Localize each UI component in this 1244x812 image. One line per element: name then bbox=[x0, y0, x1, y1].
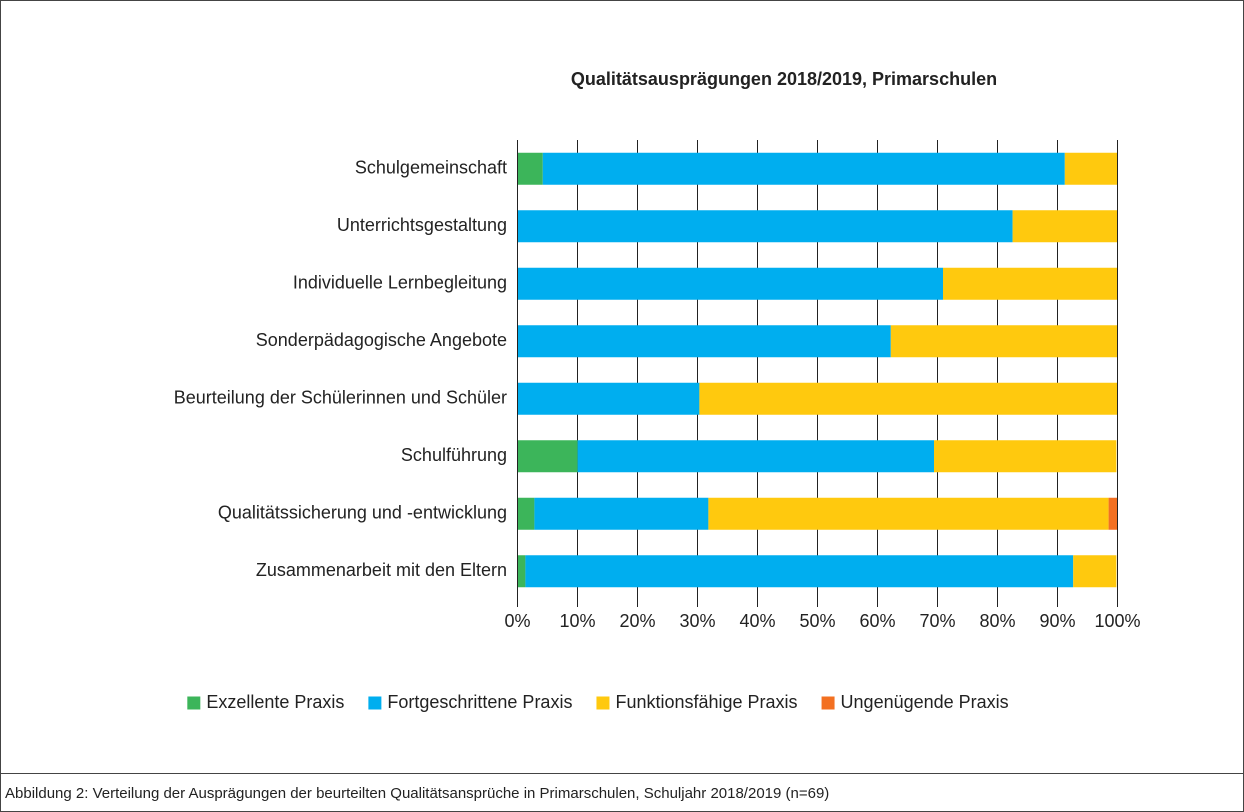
bar-segment bbox=[517, 152, 543, 185]
bar-segment bbox=[517, 267, 943, 300]
bar-segment bbox=[1108, 497, 1117, 530]
legend-label: Funktionsfähige Praxis bbox=[615, 692, 797, 712]
x-tick-label: 90% bbox=[1039, 611, 1075, 631]
bar-segment bbox=[517, 325, 891, 358]
bar-segment bbox=[517, 555, 526, 588]
bar-segment bbox=[943, 267, 1117, 300]
x-tick-label: 20% bbox=[619, 611, 655, 631]
legend-swatch bbox=[187, 696, 201, 710]
y-tick-label: Qualitätssicherung und -entwicklung bbox=[218, 503, 507, 523]
x-tick-label: 10% bbox=[559, 611, 595, 631]
bar-segment bbox=[517, 382, 700, 415]
bar-segment bbox=[525, 555, 1074, 588]
bar-segment bbox=[1064, 152, 1117, 185]
bar-segment bbox=[1012, 210, 1117, 243]
legend-label: Ungenügende Praxis bbox=[841, 692, 1009, 712]
x-tick-label: 30% bbox=[679, 611, 715, 631]
bar-segment bbox=[577, 440, 934, 473]
bar-segment bbox=[534, 497, 709, 530]
x-tick-label: 70% bbox=[919, 611, 955, 631]
bar-segment bbox=[934, 440, 1117, 473]
legend-swatch bbox=[821, 696, 835, 710]
legend-swatch bbox=[596, 696, 610, 710]
y-tick-label: Individuelle Lernbegleitung bbox=[293, 273, 507, 293]
y-tick-label: Beurteilung der Schülerinnen und Schüler bbox=[174, 388, 507, 408]
y-tick-label: Zusammenarbeit mit den Eltern bbox=[256, 560, 507, 580]
y-tick-label: Schulführung bbox=[401, 445, 507, 465]
legend-label: Fortgeschrittene Praxis bbox=[387, 692, 572, 712]
x-tick-label: 40% bbox=[739, 611, 775, 631]
x-tick-label: 50% bbox=[799, 611, 835, 631]
bar-segment bbox=[699, 382, 1117, 415]
x-tick-label: 100% bbox=[1094, 611, 1140, 631]
bar-segment bbox=[890, 325, 1117, 358]
chart-title: Qualitätsausprägungen 2018/2019, Primars… bbox=[571, 69, 997, 89]
bar-segment bbox=[708, 497, 1109, 530]
bar-segment bbox=[1073, 555, 1117, 588]
legend-swatch bbox=[368, 696, 382, 710]
legend-label: Exzellente Praxis bbox=[206, 692, 344, 712]
y-tick-label: Unterrichtsgestaltung bbox=[337, 215, 507, 235]
y-tick-label: Schulgemeinschaft bbox=[355, 158, 507, 178]
x-tick-label: 0% bbox=[504, 611, 530, 631]
x-tick-label: 80% bbox=[979, 611, 1015, 631]
caption: Abbildung 2: Verteilung der Ausprägungen… bbox=[5, 785, 829, 802]
bar-segment bbox=[542, 152, 1065, 185]
bar-segment bbox=[517, 497, 535, 530]
bar-segment bbox=[517, 440, 578, 473]
x-tick-label: 60% bbox=[859, 611, 895, 631]
bar-segment bbox=[517, 210, 1013, 243]
y-tick-label: Sonderpädagogische Angebote bbox=[256, 330, 507, 350]
